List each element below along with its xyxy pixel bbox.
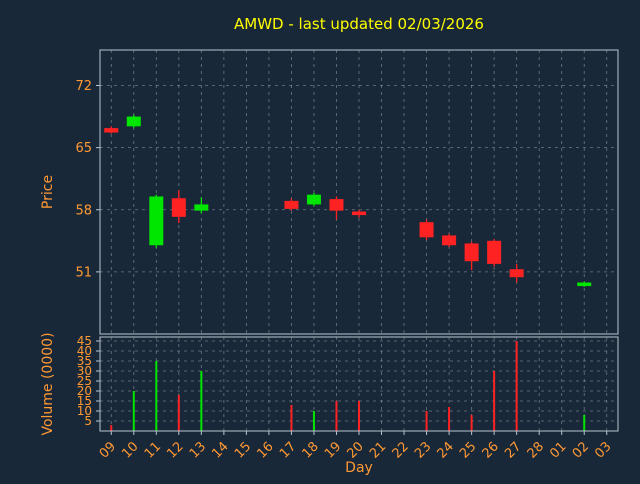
gridlines-layer [100,50,618,431]
x-tick-label: 03 [592,439,614,461]
candle-body [419,222,434,238]
x-tick-label: 21 [367,439,389,461]
candle-body [104,128,119,133]
x-tick-label: 11 [142,439,164,461]
x-tick-label: 28 [525,439,547,461]
x-tick-label: 09 [97,439,119,461]
volume-tick-label: 35 [77,354,92,368]
candle-body [171,198,186,217]
price-tick-label: 65 [75,141,92,156]
volume-tick-label: 45 [77,334,92,348]
x-tick-label: 26 [480,439,502,461]
x-tick-label: 22 [390,439,412,461]
price-tick-label: 51 [75,265,92,280]
candle-body [329,199,344,211]
x-tick-label: 13 [187,439,209,461]
x-tick-label: 23 [412,439,434,461]
volume-plot-frame [99,336,619,432]
day-axis-label: Day [345,460,373,476]
price-axis-label: Price [40,175,56,209]
candle-body [149,196,164,246]
candle-body [509,269,524,278]
candle-body [284,200,299,209]
x-tick-label: 02 [570,439,592,461]
candle-body [126,116,141,127]
series-layer [104,114,592,431]
x-tick-label: 24 [435,439,457,461]
x-tick-label: 27 [502,439,524,461]
price-tick-label: 72 [75,79,92,94]
volume-axis-label: Volume (0000) [40,332,56,435]
candle-body [306,194,321,205]
x-tick-label: 18 [299,439,321,461]
candle-body [577,282,592,287]
volume-tick-label: 15 [77,394,92,408]
x-tick-label: 19 [322,439,344,461]
volume-tick-label: 5 [84,414,92,428]
x-tick-label: 10 [119,439,141,461]
candle-body [352,211,366,216]
volume-tick-label: 40 [77,344,92,358]
frame-layer [99,49,619,432]
x-tick-label: 14 [209,439,231,461]
x-tick-label: 01 [547,439,569,461]
volume-tick-label: 10 [77,404,92,418]
x-tick-label: 15 [232,439,254,461]
x-tick-label: 17 [277,439,299,461]
price-tick-label: 58 [75,203,92,218]
x-tick-label: 16 [254,439,276,461]
candle-body [487,240,502,264]
price-plot-frame [99,49,619,335]
x-tick-label: 20 [345,439,367,461]
candle-body [464,243,479,262]
volume-tick-label: 30 [77,364,92,378]
x-tick-label: 25 [457,439,479,461]
ticks-layer: 09 10 11 12 13 14 15 16 17 18 19 20 21 22 23 24 25 26 27 28… [75,79,614,462]
x-tick-label: 12 [164,439,186,461]
candle-body [194,204,209,211]
volume-tick-label: 25 [77,374,92,388]
chart-title: AMWD - last updated 02/03/2026 [234,15,484,33]
volume-tick-label: 20 [77,384,92,398]
candle-body [442,235,457,246]
